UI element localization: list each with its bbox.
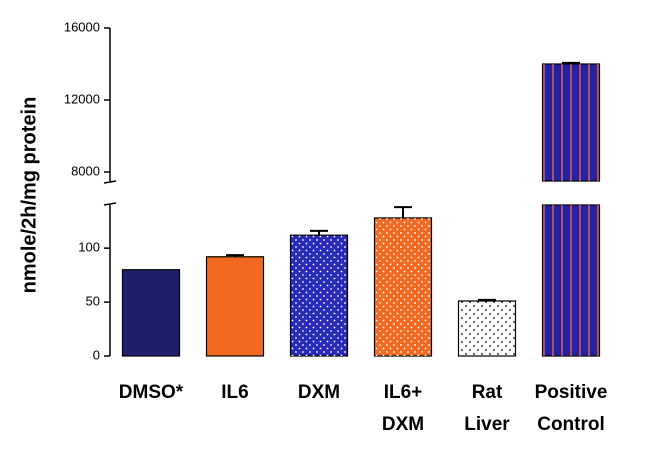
x-tick-label: Rat Liver — [464, 382, 510, 435]
y-tick-label: 12000 — [64, 91, 100, 106]
x-tick-label: IL6 — [221, 382, 248, 403]
bar-pattern — [374, 217, 432, 356]
y-tick-label: 0 — [93, 347, 100, 362]
x-tick-label: Positive Control — [535, 382, 608, 435]
y-tick-label: 8000 — [71, 163, 100, 178]
y-axis-label: nmole/2h/mg protein — [18, 97, 40, 294]
x-tick-label: IL6+ DXM — [382, 382, 424, 435]
y-tick-label: 100 — [78, 240, 100, 255]
y-tick-label: 50 — [86, 294, 100, 309]
bar-pattern — [542, 205, 600, 356]
y-tick-label: 16000 — [64, 19, 100, 34]
axis-break — [103, 202, 117, 206]
x-tick-label: DXM — [298, 382, 340, 403]
bar — [205, 256, 265, 357]
bar-pattern — [458, 300, 516, 356]
bar-pattern — [542, 64, 600, 181]
bar — [121, 269, 181, 357]
axis-break — [103, 180, 117, 184]
x-tick-label: DMSO* — [119, 382, 184, 403]
bar-pattern — [290, 235, 348, 356]
